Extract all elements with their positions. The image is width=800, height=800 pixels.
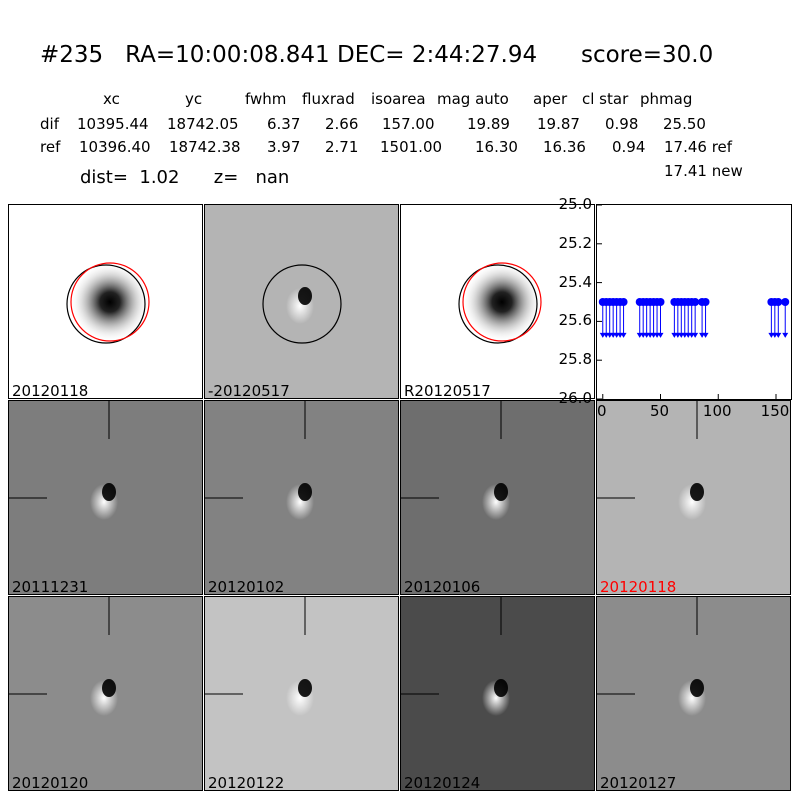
row-label: ref xyxy=(40,138,61,156)
column-header: fluxrad xyxy=(302,90,355,108)
image-panel: 20120102 xyxy=(204,400,399,595)
y-tick-label: 25.4 xyxy=(558,272,592,291)
table-cell: 16.30 xyxy=(475,138,518,156)
image-panel: -20120517 xyxy=(204,204,399,399)
y-tick-label: 25.8 xyxy=(558,350,592,369)
data-point xyxy=(701,298,710,306)
data-point xyxy=(781,298,790,306)
panel-date-label: 20120124 xyxy=(404,774,481,791)
page-title: #235 RA=10:00:08.841 DEC= 2:44:27.94 sco… xyxy=(40,42,714,68)
table-cell: 2.66 xyxy=(325,115,359,133)
table-cell: 18742.38 xyxy=(169,138,241,156)
panel-date-label: 20120122 xyxy=(208,774,285,791)
panel-date-label: 20120102 xyxy=(208,578,285,595)
column-header: mag auto xyxy=(437,90,509,108)
table-cell: 157.00 xyxy=(382,115,435,133)
upper-limit-arrow xyxy=(620,332,627,338)
panel-date-label: R20120517 xyxy=(404,382,491,399)
column-header: aper xyxy=(533,90,568,108)
data-point xyxy=(691,298,700,306)
plot-area xyxy=(597,204,790,400)
y-tick-label: 26.0 xyxy=(558,389,592,407)
row-label: dif xyxy=(40,115,59,133)
table-cell: 25.50 xyxy=(663,115,706,133)
table-cell: 18742.05 xyxy=(167,115,239,133)
upper-limit-arrow xyxy=(782,332,789,338)
column-header: cl star xyxy=(582,90,629,108)
image-panel: 20120122 xyxy=(204,596,399,791)
column-header: fwhm xyxy=(245,90,287,108)
panel-date-label: 20120118 xyxy=(600,578,677,595)
data-point xyxy=(656,298,665,306)
upper-limit-arrow xyxy=(657,332,664,338)
data-point xyxy=(619,298,628,306)
table-cell: 6.37 xyxy=(267,115,301,133)
image-panel: 20120120 xyxy=(8,596,203,791)
table-cell: 0.94 xyxy=(612,138,646,156)
image-panel: 20120106 xyxy=(400,400,595,595)
dist-line: dist= 1.02 z= nan xyxy=(80,167,290,188)
column-header: isoarea xyxy=(371,90,426,108)
column-header: yc xyxy=(185,90,203,108)
y-tick-label: 25.6 xyxy=(558,311,592,330)
table-cell: 19.89 xyxy=(467,115,510,133)
image-panel: 20111231 xyxy=(8,400,203,595)
image-panel: 20120124 xyxy=(400,596,595,791)
upper-limit-arrow xyxy=(775,332,782,338)
table-cell: 19.87 xyxy=(537,115,580,133)
y-tick-label: 25.2 xyxy=(558,233,592,252)
table-cell: 1501.00 xyxy=(380,138,443,156)
image-panel: 20120118 xyxy=(8,204,203,399)
panel-date-label: 20111231 xyxy=(12,578,89,595)
image-panel: 20120118 xyxy=(596,400,791,595)
table-cell: 10395.44 xyxy=(77,115,149,133)
data-point xyxy=(774,298,783,306)
x-tick-label: 50 xyxy=(649,402,670,420)
x-tick-label: 150 xyxy=(760,402,790,420)
x-tick-label: 100 xyxy=(702,402,732,420)
panel-date-label: 20120106 xyxy=(404,578,481,595)
table-cell: 17.46 ref xyxy=(664,138,733,156)
image-panel: R20120517 xyxy=(400,204,595,399)
x-tick-label: 0 xyxy=(596,402,607,420)
panel-date-label: 20120120 xyxy=(12,774,89,791)
panel-date-label: 20120127 xyxy=(600,774,677,791)
panel-date-label: -20120517 xyxy=(208,382,290,399)
upper-limit-arrow xyxy=(702,332,709,338)
image-panel: 20120127 xyxy=(596,596,791,791)
y-tick-label: 25.0 xyxy=(558,195,592,213)
new-phmag: 17.41 new xyxy=(664,162,743,180)
light-curve-plot xyxy=(596,204,792,400)
table-cell: 0.98 xyxy=(605,115,639,133)
table-cell: 3.97 xyxy=(267,138,301,156)
column-header: xc xyxy=(103,90,120,108)
table-cell: 2.71 xyxy=(325,138,359,156)
upper-limit-arrow xyxy=(692,332,699,338)
panel-date-label: 20120118 xyxy=(12,382,89,399)
column-header: phmag xyxy=(640,90,693,108)
table-cell: 10396.40 xyxy=(79,138,151,156)
table-cell: 16.36 xyxy=(543,138,586,156)
